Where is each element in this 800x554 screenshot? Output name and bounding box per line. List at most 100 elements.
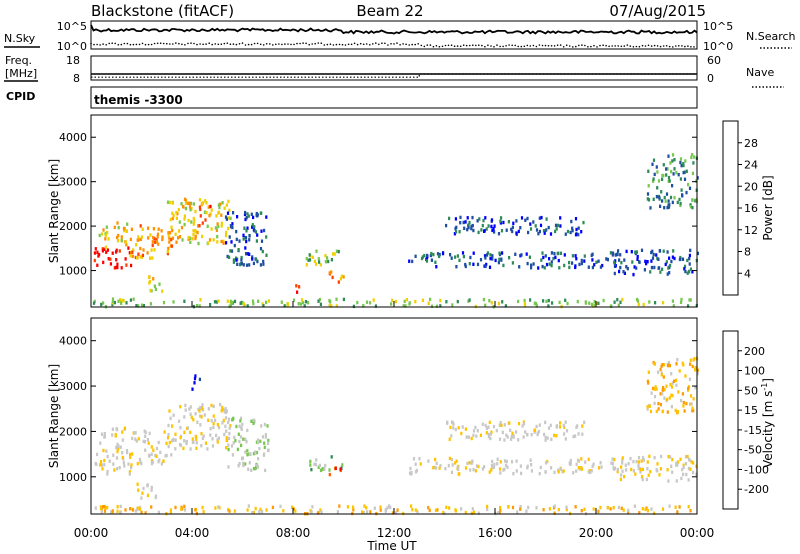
scatter-cell xyxy=(226,211,230,215)
scatter-cell xyxy=(100,506,103,511)
scatter-cell xyxy=(257,457,260,461)
nsearch-point xyxy=(541,44,544,47)
scatter-cell xyxy=(435,466,438,470)
scatter-cell xyxy=(241,422,244,427)
scatter-cell xyxy=(225,446,228,450)
scatter-cell xyxy=(651,256,655,260)
scatter-cell xyxy=(645,477,648,482)
scatter-cell xyxy=(216,235,219,239)
scatter-cell xyxy=(178,229,181,233)
scatter-cell xyxy=(217,224,220,229)
scatter-cell xyxy=(252,510,255,515)
scatter-cell xyxy=(547,426,551,430)
scatter-cell xyxy=(514,252,517,256)
scatter-cell xyxy=(517,438,520,442)
scatter-cell xyxy=(144,448,147,452)
scatter-cell xyxy=(236,215,239,219)
scatter-cell xyxy=(144,434,147,438)
scatter-cell xyxy=(111,509,114,513)
scatter-cell xyxy=(686,454,689,459)
scatter-cell xyxy=(201,202,204,206)
scatter-cell xyxy=(535,228,539,232)
scatter-cell xyxy=(669,263,672,268)
scatter-cell xyxy=(687,386,690,391)
scatter-cell xyxy=(675,170,678,175)
scatter-cell xyxy=(672,153,675,157)
scatter-cell xyxy=(342,297,345,302)
scatter-cell xyxy=(549,423,552,428)
scatter-cell xyxy=(694,368,697,372)
scatter-cell xyxy=(492,424,496,429)
scatter-cell xyxy=(639,468,642,472)
nsearch-point xyxy=(153,42,156,45)
scatter-cell xyxy=(454,226,457,231)
scatter-cell xyxy=(128,251,131,255)
nsearch-point xyxy=(169,43,171,45)
scatter-cell xyxy=(493,462,496,467)
scatter-cell xyxy=(126,450,129,455)
scatter-cell xyxy=(680,300,683,304)
scatter-cell xyxy=(196,230,199,235)
scatter-cell xyxy=(620,473,623,477)
freq-right-tick-low: 0 xyxy=(707,72,714,85)
scatter-cell xyxy=(183,504,186,509)
scatter-cell xyxy=(470,461,473,465)
scatter-cell xyxy=(613,260,616,264)
scatter-cell xyxy=(694,366,697,370)
scatter-cell xyxy=(635,460,638,464)
scatter-cell xyxy=(690,402,693,406)
scatter-cell xyxy=(503,459,507,463)
scatter-cell xyxy=(670,259,673,264)
scatter-cell xyxy=(137,237,140,242)
scatter-cell xyxy=(656,170,659,174)
scatter-cell xyxy=(235,424,238,429)
scatter-cell xyxy=(656,186,659,190)
scatter-cell xyxy=(150,461,153,466)
scatter-cell xyxy=(263,452,266,456)
scatter-cell xyxy=(577,466,580,470)
scatter-cell xyxy=(466,461,469,466)
scatter-cell xyxy=(617,303,620,307)
scatter-cell xyxy=(144,511,147,515)
scatter-cell xyxy=(216,222,219,226)
scatter-cell xyxy=(317,299,320,303)
scatter-cell xyxy=(292,298,296,302)
scatter-cell xyxy=(430,258,433,262)
scatter-cell xyxy=(178,220,181,224)
scatter-cell xyxy=(315,458,318,462)
scatter-cell xyxy=(671,299,674,303)
scatter-cell xyxy=(634,250,637,254)
scatter-cell xyxy=(168,440,171,445)
scatter-cell xyxy=(647,198,651,202)
scatter-cell xyxy=(652,252,655,257)
scatter-cell xyxy=(537,266,540,270)
nsearch-point xyxy=(447,44,450,47)
scatter-cell xyxy=(591,464,594,468)
scatter-cell xyxy=(583,420,586,424)
nsearch-point xyxy=(278,43,280,45)
scatter-cell xyxy=(501,300,504,304)
scatter-cell xyxy=(542,229,546,233)
scatter-cell xyxy=(689,205,692,209)
nsearch-point xyxy=(602,44,604,46)
scatter-cell xyxy=(309,463,312,467)
nsearch-point xyxy=(208,42,210,44)
nsearch-point xyxy=(565,44,568,46)
scatter-cell xyxy=(583,254,586,258)
nsearch-point xyxy=(93,43,95,46)
scatter-cell xyxy=(452,426,455,430)
nsearch-point xyxy=(262,44,265,46)
scatter-cell xyxy=(137,252,140,256)
nsearch-point xyxy=(635,45,638,48)
scatter-cell xyxy=(155,238,158,242)
scatter-cell xyxy=(663,396,666,400)
scatter-cell xyxy=(124,257,127,261)
scatter-cell xyxy=(228,208,231,213)
scatter-cell xyxy=(684,269,687,274)
scatter-cell xyxy=(143,440,147,444)
scatter-cell xyxy=(233,509,236,513)
nsearch-point xyxy=(650,45,653,47)
nsearch-point xyxy=(469,44,471,47)
scatter-cell xyxy=(105,225,108,229)
nsearch-point xyxy=(472,44,474,46)
